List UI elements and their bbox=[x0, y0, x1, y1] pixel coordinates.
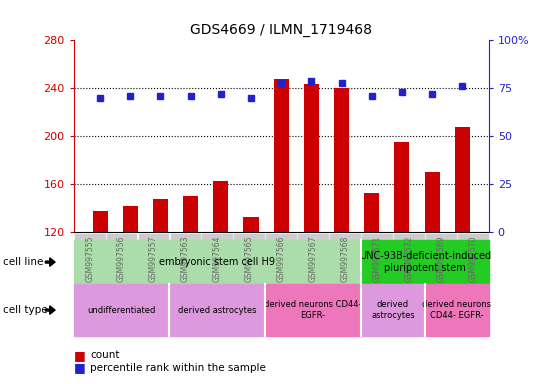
Text: GSM997565: GSM997565 bbox=[245, 236, 254, 283]
Bar bbox=[304, 84, 319, 232]
Bar bbox=[153, 199, 168, 232]
Text: derived neurons CD44-
EGFR-: derived neurons CD44- EGFR- bbox=[264, 300, 362, 320]
Text: GSM997569: GSM997569 bbox=[436, 236, 446, 283]
Text: GSM997571: GSM997571 bbox=[372, 236, 382, 282]
Bar bbox=[93, 211, 108, 232]
Bar bbox=[394, 142, 410, 232]
Text: derived neurons
CD44- EGFR-: derived neurons CD44- EGFR- bbox=[422, 300, 491, 320]
Text: GSM997557: GSM997557 bbox=[149, 236, 158, 283]
Text: GSM997570: GSM997570 bbox=[468, 236, 477, 283]
Title: GDS4669 / ILMN_1719468: GDS4669 / ILMN_1719468 bbox=[190, 23, 372, 36]
Text: derived astrocytes: derived astrocytes bbox=[178, 306, 257, 314]
Text: UNC-93B-deficient-induced
pluripotent stem: UNC-93B-deficient-induced pluripotent st… bbox=[359, 251, 491, 273]
Text: ■: ■ bbox=[74, 349, 86, 362]
Bar bbox=[244, 217, 259, 232]
Bar bbox=[183, 196, 198, 232]
Text: derived
astrocytes: derived astrocytes bbox=[371, 300, 415, 320]
Text: undifferentiated: undifferentiated bbox=[87, 306, 156, 314]
Text: GSM997568: GSM997568 bbox=[341, 236, 349, 282]
Text: GSM997564: GSM997564 bbox=[213, 236, 222, 283]
Text: GSM997556: GSM997556 bbox=[117, 236, 126, 283]
Text: count: count bbox=[90, 350, 120, 360]
Bar bbox=[425, 172, 440, 232]
Bar bbox=[213, 181, 228, 232]
Text: embryonic stem cell H9: embryonic stem cell H9 bbox=[159, 257, 275, 267]
Text: cell line: cell line bbox=[3, 257, 43, 267]
Text: GSM997555: GSM997555 bbox=[85, 236, 94, 283]
Text: cell type: cell type bbox=[3, 305, 48, 315]
Bar bbox=[123, 206, 138, 232]
Text: percentile rank within the sample: percentile rank within the sample bbox=[90, 363, 266, 373]
Bar bbox=[274, 79, 289, 232]
Text: ■: ■ bbox=[74, 361, 86, 374]
Text: GSM997572: GSM997572 bbox=[405, 236, 413, 282]
Bar bbox=[334, 88, 349, 232]
Text: GSM997563: GSM997563 bbox=[181, 236, 190, 283]
Bar bbox=[455, 127, 470, 232]
Text: GSM997566: GSM997566 bbox=[277, 236, 286, 283]
Bar bbox=[364, 193, 379, 232]
Text: GSM997567: GSM997567 bbox=[308, 236, 318, 283]
